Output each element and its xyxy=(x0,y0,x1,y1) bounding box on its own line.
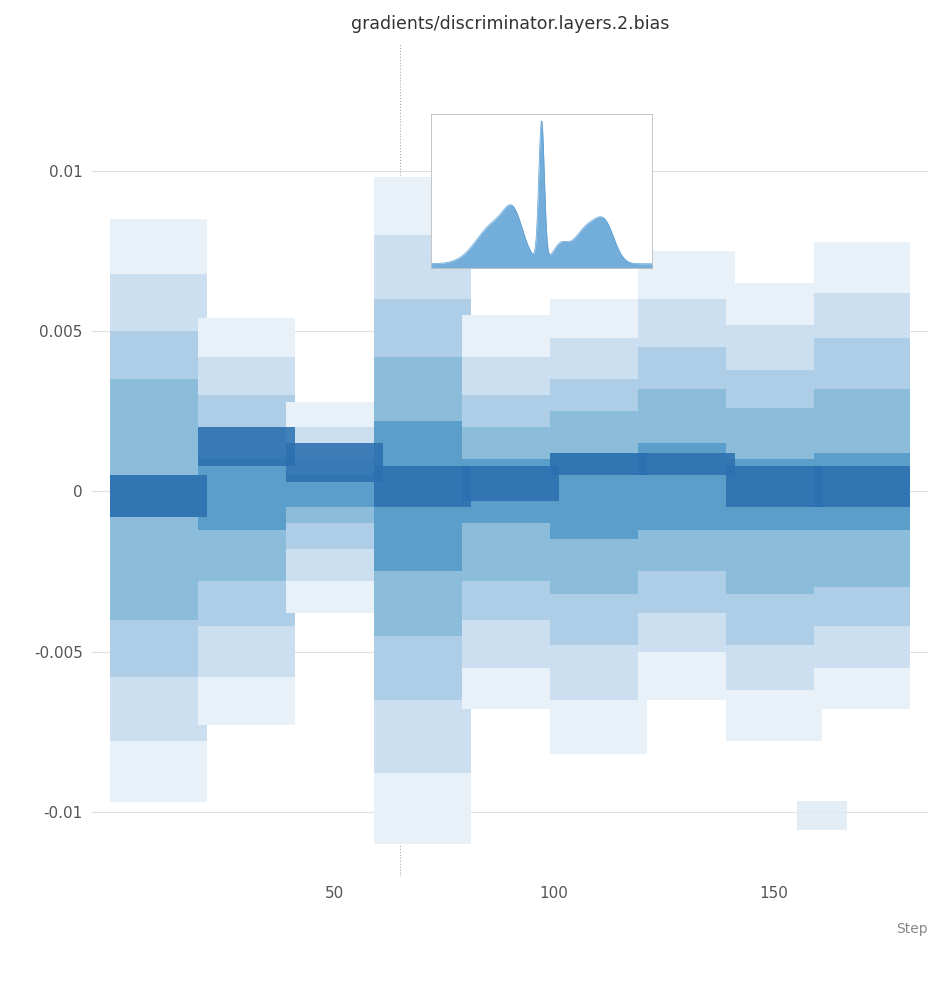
Bar xyxy=(726,324,822,690)
Bar xyxy=(814,337,910,626)
Bar xyxy=(462,459,558,524)
Bar xyxy=(797,801,847,830)
Bar xyxy=(286,401,383,613)
Bar xyxy=(462,427,558,581)
Bar xyxy=(198,427,295,581)
Bar xyxy=(110,475,207,517)
Bar xyxy=(110,219,207,803)
Bar xyxy=(637,347,735,613)
Bar xyxy=(198,427,295,465)
Bar xyxy=(637,444,735,529)
Bar xyxy=(286,427,383,581)
Bar xyxy=(550,299,647,754)
Bar xyxy=(637,388,735,572)
Bar xyxy=(814,465,910,508)
Bar xyxy=(198,459,295,529)
Bar xyxy=(814,293,910,668)
Bar xyxy=(814,388,910,588)
Bar xyxy=(726,459,822,529)
Bar xyxy=(550,411,647,594)
Bar xyxy=(374,235,471,773)
Bar xyxy=(374,177,471,844)
Bar xyxy=(550,337,647,700)
Bar xyxy=(374,357,471,636)
Bar xyxy=(462,316,558,709)
Bar xyxy=(286,459,383,524)
Bar xyxy=(198,318,295,726)
Bar xyxy=(550,453,647,475)
Bar xyxy=(462,395,558,619)
Bar xyxy=(198,357,295,677)
Bar xyxy=(726,370,822,645)
Bar xyxy=(110,475,207,517)
Bar xyxy=(374,421,471,572)
Bar xyxy=(726,465,822,508)
Bar xyxy=(637,299,735,652)
Bar xyxy=(462,357,558,668)
Bar xyxy=(462,465,558,501)
Bar xyxy=(814,242,910,709)
Bar xyxy=(637,453,735,475)
Bar xyxy=(550,380,647,645)
Bar xyxy=(637,251,735,700)
Bar xyxy=(110,273,207,741)
Bar xyxy=(550,453,647,539)
Title: gradients/discriminator.layers.2.bias: gradients/discriminator.layers.2.bias xyxy=(351,15,670,33)
Bar xyxy=(286,444,383,482)
Bar xyxy=(814,453,910,529)
Bar xyxy=(286,444,383,549)
Bar xyxy=(726,408,822,594)
Text: Step: Step xyxy=(897,922,928,936)
Bar xyxy=(110,380,207,619)
Bar xyxy=(726,283,822,741)
Bar xyxy=(110,331,207,677)
Bar xyxy=(374,465,471,508)
Bar xyxy=(286,475,383,508)
Bar xyxy=(198,395,295,626)
Bar xyxy=(374,299,471,700)
